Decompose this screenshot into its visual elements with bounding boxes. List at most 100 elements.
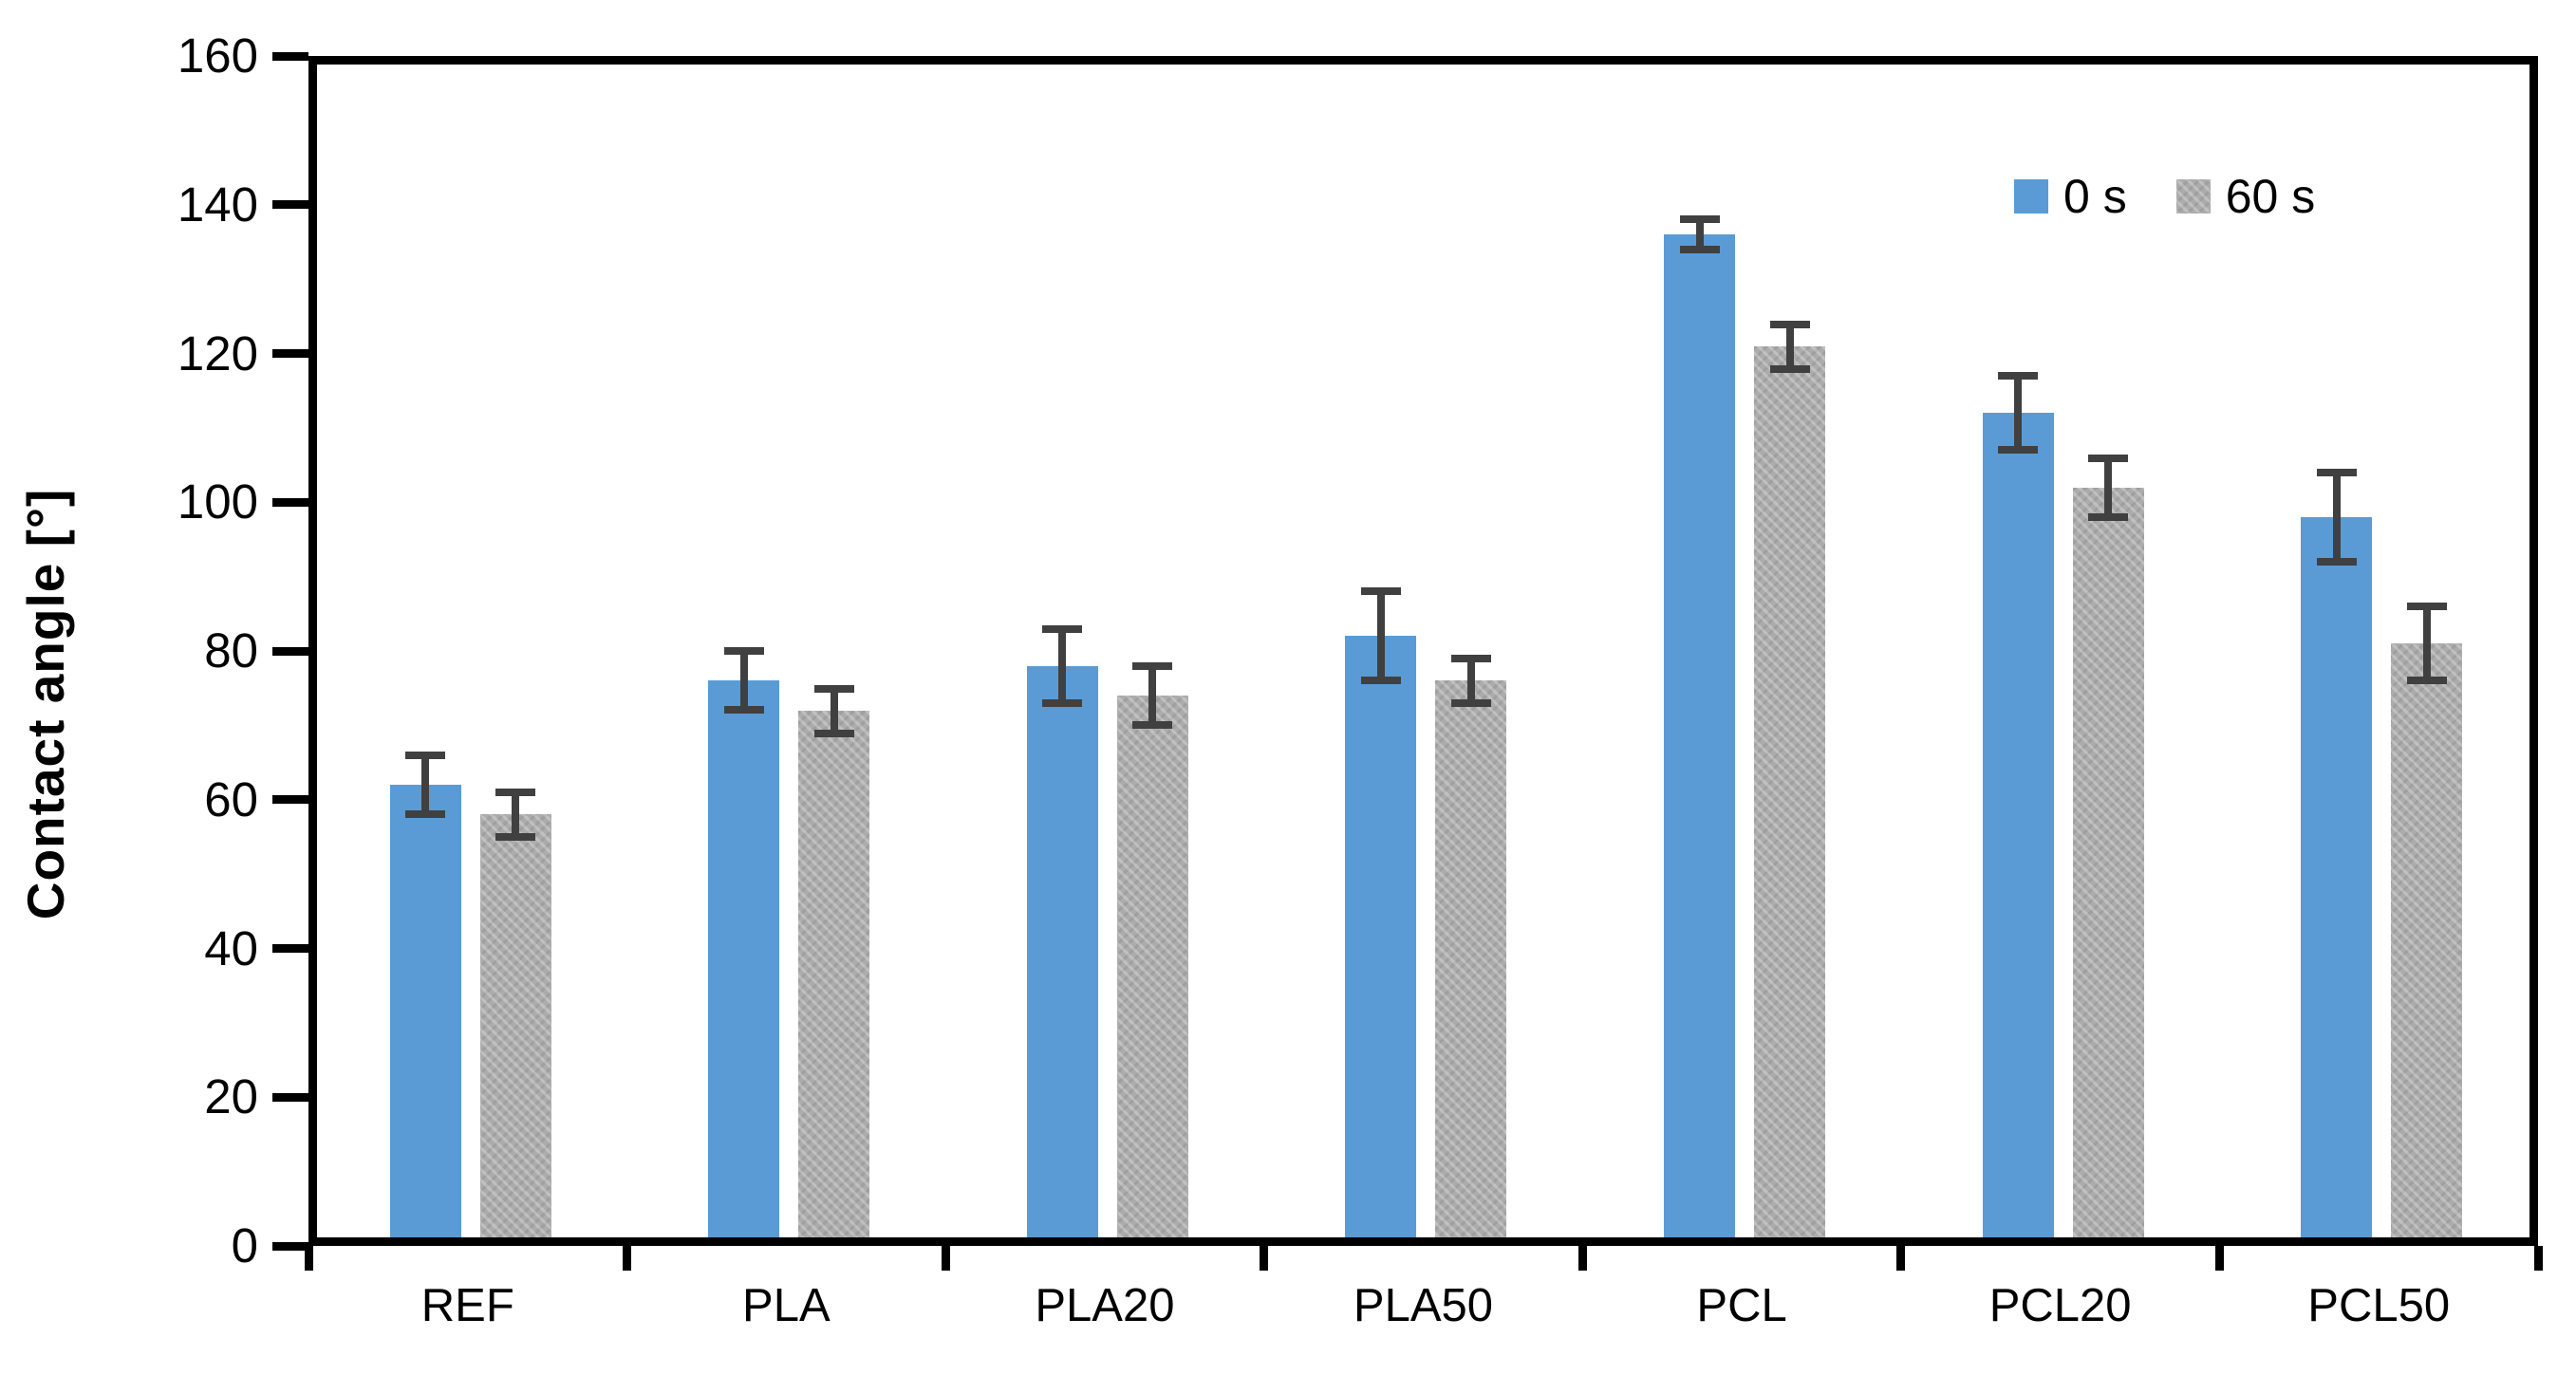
error-bar-cap-bottom (1132, 721, 1173, 730)
plot-border-right (2529, 56, 2538, 1246)
bar-pcl-0s (1664, 234, 1736, 1246)
error-bar-cap-top (723, 646, 764, 655)
y-axis-tick (272, 51, 308, 61)
x-axis-tick (2214, 1246, 2224, 1271)
bar-group-pla20 (945, 56, 1264, 1246)
x-category-label-pcl50: PCL50 (2307, 1280, 2451, 1331)
bar-pla20-0s (1026, 666, 1098, 1246)
error-bar-cap-bottom (1042, 699, 1083, 708)
error-bar-cap-top (1042, 624, 1083, 633)
error-bar-line (1058, 628, 1067, 704)
y-axis-tick (272, 646, 308, 656)
error-bar-line (1785, 324, 1794, 369)
error-bar-cap-top (495, 788, 536, 796)
y-tick-label: 60 (204, 771, 258, 827)
legend-item-0s: 0 s (2014, 173, 2127, 220)
bar-group-pla50 (1264, 56, 1583, 1246)
error-bar-cap-top (2316, 468, 2357, 476)
error-bar-line (2014, 375, 2023, 451)
error-bar-line (2422, 605, 2431, 681)
legend-swatch-60s (2175, 179, 2211, 214)
x-axis-tick (2533, 1246, 2543, 1271)
bar-pla50-0s (1345, 636, 1417, 1246)
error-bar-line (512, 791, 520, 837)
bar-group-pcl20 (1901, 56, 2220, 1246)
y-tick-label: 80 (204, 623, 258, 678)
y-axis-tick (272, 944, 308, 953)
bar-pla-60s (798, 711, 870, 1246)
error-bar-cap-bottom (495, 832, 536, 841)
error-bar-line (1466, 658, 1475, 703)
error-bar-line (1148, 665, 1157, 726)
x-axis-tick (304, 1246, 313, 1271)
error-bar-cap-top (405, 751, 446, 759)
y-axis-tick (272, 349, 308, 358)
x-axis-tick (1896, 1246, 1906, 1271)
x-category-label-pla50: PLA50 (1353, 1280, 1494, 1331)
y-axis-tick (272, 497, 308, 507)
y-tick-label: 40 (204, 920, 258, 975)
legend-label-0s: 0 s (2063, 170, 2127, 223)
y-tick-label: 20 (204, 1069, 258, 1124)
x-category-label-ref: REF (420, 1280, 514, 1331)
error-bar-cap-bottom (405, 810, 446, 819)
x-axis-tick (941, 1246, 950, 1271)
error-bar-cap-top (813, 684, 854, 693)
x-axis-tick (1260, 1246, 1269, 1271)
error-bar-cap-bottom (1360, 677, 1401, 685)
error-bar-cap-bottom (2406, 677, 2447, 685)
legend-label-60s: 60 s (2225, 170, 2316, 223)
x-axis-tick (1577, 1246, 1587, 1271)
plot-area (308, 56, 2538, 1246)
plot-border-top (308, 56, 2538, 65)
error-bar-cap-top (1360, 586, 1401, 595)
bar-pcl20-60s (2072, 488, 2144, 1246)
y-axis-tick (272, 1092, 308, 1102)
error-bar-line (421, 754, 430, 815)
bar-pcl20-0s (1982, 413, 2054, 1246)
error-bar-cap-bottom (1450, 698, 1491, 707)
legend-swatch-0s (2014, 179, 2048, 214)
bar-group-pcl50 (2219, 56, 2538, 1246)
error-bar-cap-bottom (1769, 364, 1810, 373)
y-axis-tick (272, 1241, 308, 1251)
bar-pla50-60s (1435, 680, 1507, 1246)
bar-group-ref (308, 56, 627, 1246)
error-bar-cap-bottom (1679, 245, 1720, 253)
error-bar-line (2332, 472, 2341, 563)
y-axis-title: Contact angle [°] (16, 488, 75, 920)
error-bar-cap-top (1769, 320, 1810, 328)
error-bar-line (2104, 457, 2113, 518)
error-bar-cap-top (2406, 602, 2447, 610)
x-category-label-pcl20: PCL20 (1988, 1280, 2132, 1331)
error-bar-cap-top (1450, 654, 1491, 662)
error-bar-cap-bottom (723, 706, 764, 715)
bar-pla-0s (708, 680, 780, 1246)
bar-group-pcl (1582, 56, 1901, 1246)
bar-pcl50-60s (2391, 643, 2463, 1246)
x-category-label-pla: PLA (742, 1280, 831, 1331)
y-axis-tick (272, 795, 308, 805)
error-bar-line (739, 650, 748, 711)
y-axis-tick (272, 200, 308, 210)
bar-group-pla (627, 56, 946, 1246)
legend: 0 s 60 s (2014, 173, 2315, 220)
y-tick-label: 160 (177, 28, 258, 83)
error-bar-cap-bottom (2088, 513, 2129, 522)
error-bar-cap-bottom (1998, 446, 2039, 455)
bar-pla20-60s (1116, 696, 1188, 1246)
error-bar-cap-top (1679, 215, 1720, 224)
y-axis-line (308, 56, 317, 1246)
x-axis-line (308, 1237, 2538, 1246)
y-tick-label: 120 (177, 325, 258, 381)
y-tick-label: 140 (177, 176, 258, 232)
y-tick-label: 0 (231, 1218, 258, 1272)
bar-pcl50-0s (2301, 517, 2373, 1246)
bar-ref-0s (389, 785, 461, 1246)
error-bar-line (1376, 590, 1385, 681)
x-axis-tick (623, 1246, 632, 1271)
legend-item-60s: 60 s (2175, 170, 2316, 223)
y-tick-label: 100 (177, 474, 258, 529)
error-bar-cap-top (2088, 454, 2129, 462)
